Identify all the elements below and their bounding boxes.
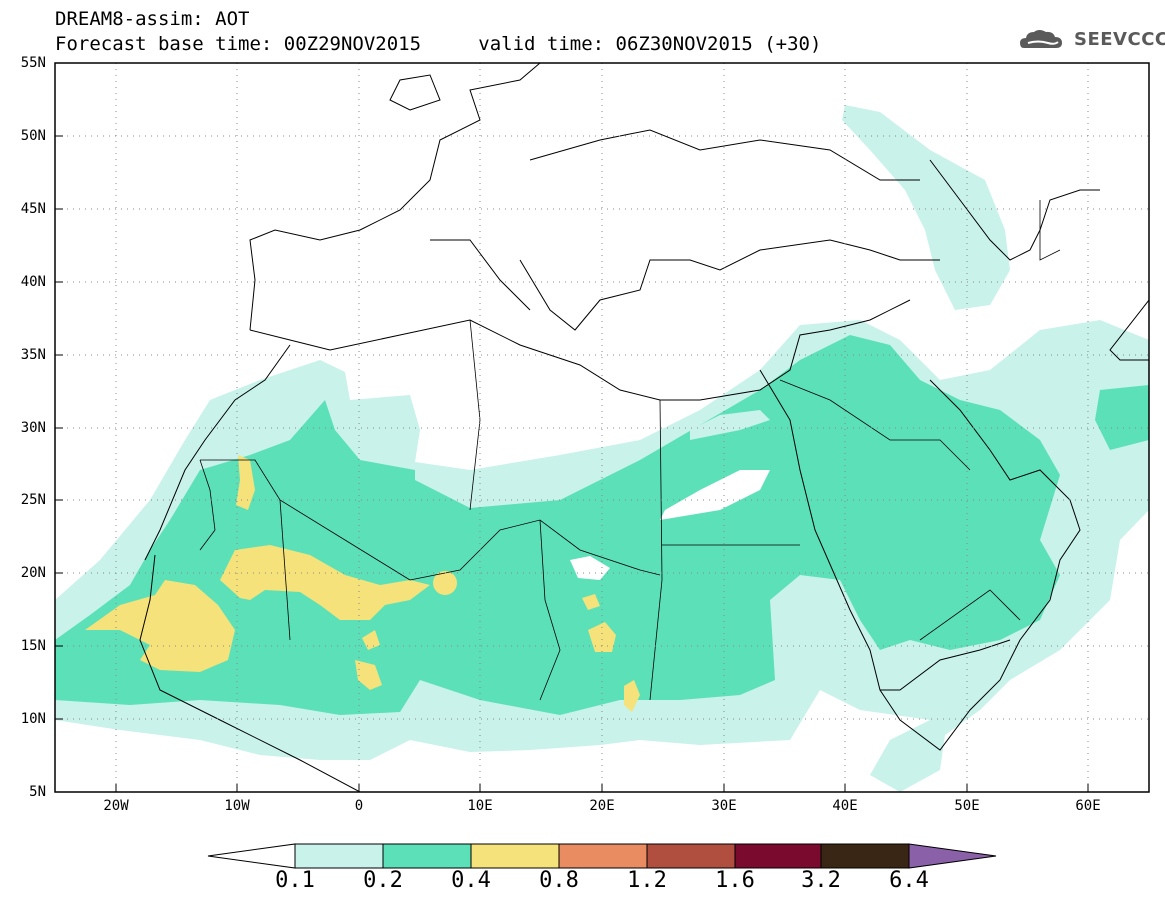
- aot-field-high-nigeria: [355, 660, 382, 690]
- colorbar-bin-6: [734, 843, 822, 869]
- aot-field-mid-east: [1095, 385, 1149, 450]
- colorbar-label: 6.4: [889, 868, 929, 893]
- borders: [199, 200, 1061, 701]
- lon-label: 60E: [1075, 798, 1101, 814]
- aot-gap-libya: [690, 410, 770, 440]
- aot-field-high-sudan: [624, 680, 640, 712]
- aot-gap-sahara-east: [660, 470, 770, 520]
- axis-ticks: [55, 62, 1089, 793]
- lon-label: 10E: [467, 798, 493, 814]
- colorbar-label: 1.6: [715, 868, 755, 893]
- base-time: Forecast base time: 00Z29NOV2015: [55, 33, 422, 55]
- colorbar-bin-1: [294, 843, 384, 869]
- colorbar: [207, 843, 997, 869]
- colorbar-label: 1.2: [627, 868, 667, 893]
- gridlines: [55, 63, 1149, 792]
- aot-field-high-chad-n: [582, 594, 600, 610]
- logo-text: SEEVCCC: [1074, 29, 1165, 50]
- lat-label: 5N: [29, 784, 46, 800]
- colorbar-label: 0.8: [539, 868, 579, 893]
- colorbar-bin-5: [646, 843, 736, 869]
- aot-field-high-mali: [220, 545, 430, 620]
- lat-label: 20N: [20, 565, 46, 581]
- lat-label: 40N: [20, 274, 46, 290]
- aot-field-high-nigeria-n: [362, 630, 380, 650]
- aot-field-mid: [55, 335, 1060, 715]
- lat-label: 35N: [20, 347, 46, 363]
- lat-label: 25N: [20, 492, 46, 508]
- aot-field-high-chad: [588, 622, 616, 652]
- aot-field-high-mauritania: [236, 455, 255, 510]
- lon-label: 50E: [954, 798, 980, 814]
- lat-label: 55N: [20, 55, 46, 71]
- lon-label: 30E: [711, 798, 737, 814]
- lat-label: 30N: [20, 420, 46, 436]
- aot-field-high-patch: [433, 571, 457, 595]
- colorbar-label: 3.2: [801, 868, 841, 893]
- aot-gap-chad: [570, 556, 610, 580]
- lat-label: 10N: [20, 711, 46, 727]
- lon-label: 0: [354, 798, 364, 814]
- colorbar-bin-4: [558, 843, 648, 869]
- lat-label: 50N: [20, 128, 46, 144]
- colorbar-bin-3: [470, 843, 560, 869]
- colorbar-label: 0.4: [451, 868, 491, 893]
- colorbar-bin-7: [820, 843, 910, 869]
- lat-label: 45N: [20, 201, 46, 217]
- aot-field-high-senegal: [85, 580, 235, 672]
- colorbar-high-arrow: [908, 843, 997, 869]
- aot-field-caspian: [842, 105, 1010, 310]
- valid-time: valid time: 06Z30NOV2015 (+30): [478, 33, 822, 55]
- map-title: DREAM8-assim: AOT: [55, 8, 250, 30]
- colorbar-bin-2: [382, 843, 472, 869]
- lon-label: 20E: [589, 798, 615, 814]
- colorbar-low-arrow: [207, 843, 296, 869]
- colorbar-label: 0.1: [275, 868, 315, 893]
- cloud-logo-icon: [1020, 30, 1062, 48]
- lon-label: 40E: [832, 798, 858, 814]
- forecast-times: Forecast base time: 00Z29NOV2015 valid t…: [55, 33, 821, 55]
- lat-label: 15N: [20, 638, 46, 654]
- colorbar-label: 0.2: [363, 868, 403, 893]
- coastlines: [139, 63, 1149, 792]
- lon-label: 10W: [224, 798, 250, 814]
- lon-label: 20W: [103, 798, 129, 814]
